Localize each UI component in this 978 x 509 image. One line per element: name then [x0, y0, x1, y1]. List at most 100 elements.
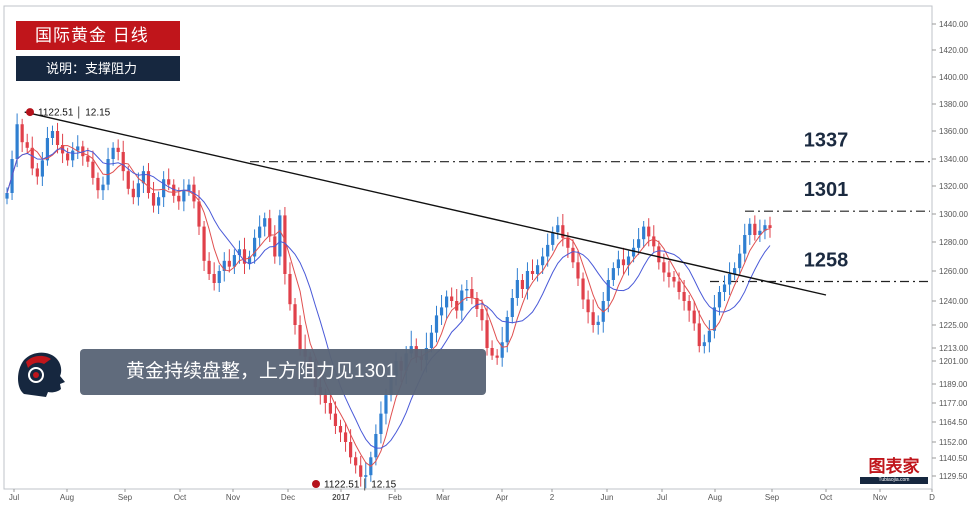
extreme-label: 1122.51 │ 12.15 [324, 478, 397, 492]
candle-body [743, 235, 747, 254]
x-tick-label: Aug [708, 493, 722, 502]
brand-watermark: 图表家 Tubiaojia.com [858, 458, 930, 484]
candle-body [495, 355, 499, 358]
x-tick-label: Feb [388, 493, 402, 502]
candle-body [748, 223, 752, 235]
candle-body [232, 255, 236, 267]
candle-body [354, 457, 358, 466]
y-tick-label: 1400.00 [939, 73, 968, 82]
candle-body [763, 225, 767, 231]
x-tick-label: Mar [436, 493, 450, 502]
x-tick-label: Nov [226, 493, 240, 502]
candle-body [30, 147, 34, 169]
candle-body [40, 160, 44, 177]
candle-body [692, 310, 696, 324]
candle-body [657, 246, 661, 263]
candle-body [667, 272, 671, 277]
candle-body [571, 247, 575, 263]
candle-body [379, 413, 383, 434]
ma-fast-line [6, 145, 771, 467]
x-tick-label: Aug [60, 493, 74, 502]
candle-body [475, 298, 479, 309]
candle-body [136, 183, 140, 198]
descending-trendline [24, 111, 827, 296]
candle-body [187, 184, 191, 191]
candle-body [364, 475, 368, 477]
candle-body [343, 432, 348, 442]
candle-body [71, 150, 75, 161]
y-tick-label: 1129.50 [939, 472, 968, 481]
candle-body [647, 226, 651, 237]
candle-body [505, 317, 509, 343]
candle-body [96, 177, 100, 191]
level-label-1258: 1258 [804, 250, 849, 272]
candle-body [106, 159, 110, 185]
candle-body [712, 307, 717, 331]
candle-body [121, 152, 125, 172]
x-tick-label: Oct [174, 493, 187, 502]
brand-name: 图表家 [868, 457, 920, 476]
candle-body [490, 348, 494, 356]
candle-body [500, 342, 504, 358]
candle-body [450, 296, 454, 301]
candle-body [702, 342, 706, 347]
candle-body [328, 403, 332, 414]
y-tick-label: 1189.00 [939, 380, 968, 389]
candle-body [561, 225, 565, 238]
candle-body [50, 131, 55, 138]
candle-body [55, 131, 60, 145]
y-tick-label: 1164.50 [939, 418, 968, 427]
candle-body [197, 201, 201, 227]
candle-body [162, 179, 166, 198]
brand-site: Tubiaojia.com [860, 477, 928, 484]
candle-body [86, 156, 90, 162]
candle-body [546, 244, 550, 257]
candle-body [242, 249, 247, 264]
candle-body [682, 292, 686, 301]
candle-body [333, 413, 338, 426]
x-tick-label: Sep [765, 493, 780, 502]
candle-body [66, 153, 70, 161]
summary-banner: 黄金持续盘整，上方阻力见1301 [80, 349, 486, 395]
chart-title: 国际黄金 日线 [16, 21, 180, 50]
candle-body [485, 320, 489, 348]
candle-body [510, 298, 514, 317]
candle-body [662, 262, 666, 273]
candle-body [541, 256, 545, 266]
y-tick-label: 1140.50 [939, 454, 968, 463]
candle-body [91, 161, 95, 178]
x-tick-label: 2017 [332, 493, 350, 502]
candle-body [182, 190, 186, 202]
candle-body [611, 268, 615, 280]
y-tick-label: 1225.00 [939, 321, 968, 330]
candle-body [626, 256, 631, 266]
candle-body [298, 325, 302, 350]
y-tick-label: 1152.00 [939, 438, 968, 447]
plot-frame [3, 5, 933, 490]
ma-slow-line [6, 148, 771, 449]
extreme-label: 1122.51 │ 12.15 [38, 106, 111, 120]
candle-body [131, 188, 135, 198]
candle-body [738, 253, 742, 269]
candle-body [207, 260, 211, 274]
candle-body [566, 237, 570, 248]
candle-body [101, 184, 105, 191]
candle-body [374, 434, 378, 458]
candle-body [631, 247, 636, 257]
y-tick-label: 1380.00 [939, 100, 968, 109]
candle-body [616, 259, 621, 269]
candle-body [5, 193, 9, 199]
candle-body [576, 262, 580, 279]
candle-body [470, 289, 474, 298]
extreme-marker [312, 480, 320, 488]
candle-body [687, 301, 691, 311]
level-label-1301: 1301 [804, 179, 849, 201]
candle-body [116, 147, 120, 152]
candle-body [722, 284, 727, 292]
y-tick-label: 1340.00 [939, 155, 968, 164]
candle-body [434, 315, 439, 333]
y-tick-label: 1420.00 [939, 46, 968, 55]
candle-body [525, 271, 530, 289]
y-tick-label: 1360.00 [939, 127, 968, 136]
